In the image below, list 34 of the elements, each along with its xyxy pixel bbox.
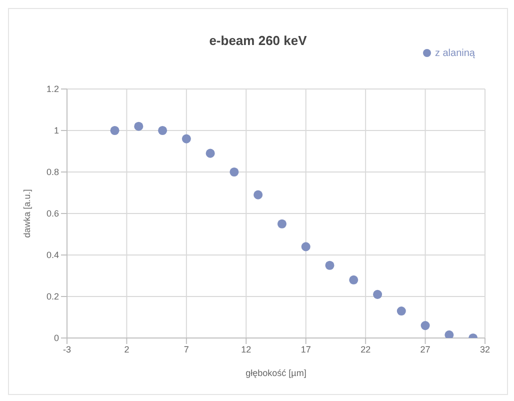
x-tick-label: 27 [420,344,430,354]
point [420,321,430,330]
x-axis-title: głębokość [µm] [246,368,306,378]
point [396,306,406,316]
x-tick-label: 17 [300,344,311,354]
legend-label: z alaniną [434,48,475,59]
x-tick-label: 22 [360,344,371,354]
x-tick-label: 7 [184,344,189,354]
point [301,242,310,252]
point [349,275,358,284]
point [444,330,454,338]
point [110,126,120,136]
y-tick-label: 0.6 [46,208,59,219]
y-axis-title: dawka [a.u.] [22,189,32,238]
point [182,134,191,144]
x-tick-label: 12 [241,344,252,354]
point [373,290,382,299]
y-tick-label: 0.2 [46,292,59,302]
y-tick-label: 0.8 [46,167,59,178]
point [230,167,239,177]
point [134,122,144,131]
point [254,190,263,200]
point [158,126,168,136]
point [277,219,286,228]
x-tick-label: 2 [124,344,130,354]
point [206,148,215,158]
point [325,260,334,270]
chart-title: e-beam 260 keV [208,32,308,48]
x-tick-label: 32 [480,344,490,354]
y-tick-label: 0.4 [46,250,59,260]
y-tick-label: 0 [54,333,59,344]
y-tick-label: 1.2 [46,84,59,94]
y-tick-label: 1 [54,126,59,136]
x-tick-label: -3 [62,344,72,354]
